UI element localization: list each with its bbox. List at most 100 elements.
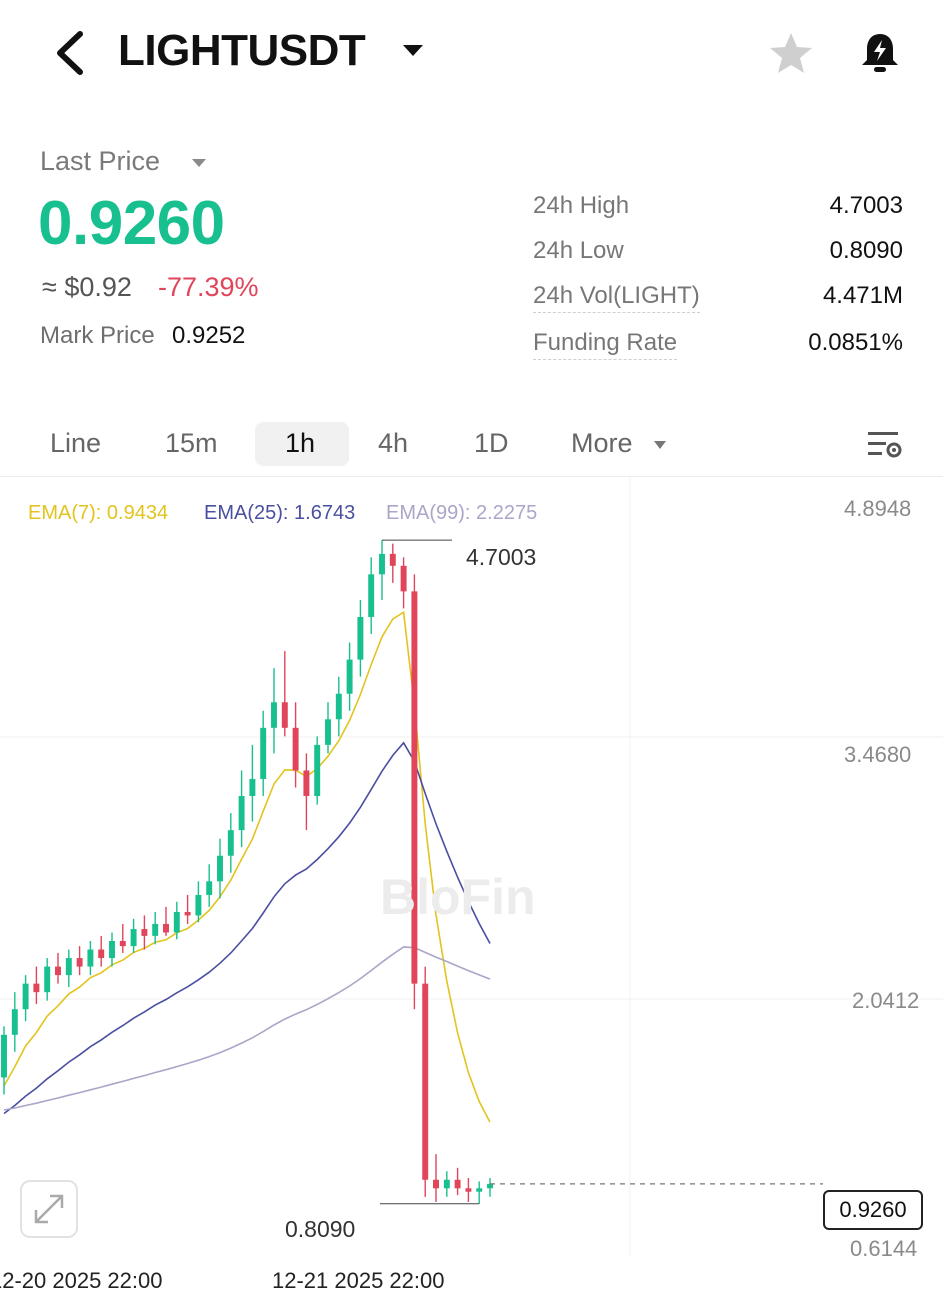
candle-body bbox=[389, 553, 396, 566]
symbol-dropdown-button[interactable] bbox=[400, 40, 426, 65]
y-axis-label: 3.4680 bbox=[844, 742, 912, 767]
last-price-label: Last Price bbox=[40, 146, 161, 176]
candle-body bbox=[55, 966, 61, 976]
candle-body bbox=[195, 894, 202, 916]
tab-divider bbox=[0, 476, 943, 477]
candle-body bbox=[33, 983, 40, 993]
stat-24h-vol-value: 4.471M bbox=[822, 282, 903, 309]
candle-body bbox=[109, 941, 115, 959]
candle-body bbox=[163, 923, 169, 933]
candle-body bbox=[44, 966, 51, 993]
candle-body bbox=[184, 912, 191, 916]
ema7-legend: EMA(7): 0.9434 bbox=[28, 502, 169, 524]
candle-body bbox=[206, 881, 213, 895]
price-type-dropdown[interactable] bbox=[190, 156, 208, 175]
x-axis-date: 12-21 2025 22:00 bbox=[272, 1268, 445, 1293]
candle-body bbox=[487, 1183, 493, 1189]
candle-body bbox=[379, 553, 385, 575]
chart-settings-icon bbox=[868, 432, 902, 458]
caret-down-icon bbox=[654, 441, 666, 449]
candle-body bbox=[314, 744, 321, 797]
mark-price-label: Mark Price bbox=[40, 322, 155, 349]
ema25-line bbox=[3, 741, 491, 1115]
y-axis-label: 0.6144 bbox=[850, 1236, 918, 1261]
stat-24h-vol-label[interactable]: 24h Vol(LIGHT) bbox=[533, 282, 700, 313]
tab-1d[interactable]: 1D bbox=[474, 428, 509, 458]
tab-15m[interactable]: 15m bbox=[165, 428, 218, 458]
low-price-marker: 0.8090 bbox=[285, 1216, 356, 1242]
caret-down-icon bbox=[192, 159, 206, 167]
alert-bell-icon bbox=[862, 34, 898, 72]
mark-price-value: 0.9252 bbox=[172, 322, 246, 349]
candle-body bbox=[292, 727, 299, 771]
chart-settings-button[interactable] bbox=[866, 428, 904, 467]
candle-body bbox=[217, 855, 223, 882]
candle-body bbox=[65, 958, 72, 976]
candle-body bbox=[98, 949, 105, 959]
stat-24h-low-label: 24h Low bbox=[533, 237, 624, 264]
chevron-down-icon bbox=[403, 45, 423, 56]
ema7-line bbox=[3, 610, 491, 1123]
candle-body bbox=[325, 719, 331, 745]
candle-body bbox=[11, 1009, 18, 1035]
candle-body bbox=[249, 778, 256, 797]
active-tab-highlight bbox=[255, 422, 349, 466]
y-axis-label: 2.0412 bbox=[852, 988, 920, 1013]
candle-body bbox=[76, 958, 83, 967]
star-icon bbox=[770, 33, 812, 73]
tab-4h[interactable]: 4h bbox=[378, 428, 409, 458]
candle-body bbox=[335, 693, 342, 720]
stat-funding-rate-label[interactable]: Funding Rate bbox=[533, 329, 678, 360]
candle-body bbox=[271, 702, 277, 728]
candle-body bbox=[422, 983, 429, 1180]
candle-body bbox=[400, 565, 407, 592]
candle-body bbox=[227, 830, 234, 856]
candle-body bbox=[443, 1179, 450, 1189]
stat-24h-high-label: 24h High bbox=[533, 192, 630, 219]
candle-body bbox=[173, 912, 180, 933]
candle-body bbox=[119, 941, 126, 947]
candle-body bbox=[260, 727, 267, 779]
tab-more[interactable]: More bbox=[571, 428, 633, 458]
ema99-line bbox=[3, 946, 491, 1111]
candle-body bbox=[141, 929, 148, 936]
candle-body bbox=[238, 796, 245, 831]
x-axis-date: 12-20 2025 22:00 bbox=[0, 1268, 163, 1293]
candlestick-chart[interactable] bbox=[0, 477, 943, 1280]
price-change-percent: -77.39% bbox=[158, 272, 259, 302]
price-alert-button[interactable] bbox=[858, 30, 902, 81]
stat-24h-low-value: 0.8090 bbox=[829, 237, 903, 264]
candle-body bbox=[465, 1188, 472, 1192]
candle-body bbox=[433, 1179, 439, 1189]
last-price-value: 0.9260 bbox=[38, 189, 225, 258]
back-arrow-icon bbox=[57, 31, 83, 75]
watermark: BloFin bbox=[380, 869, 536, 925]
ema25-legend: EMA(25): 1.6743 bbox=[204, 502, 356, 524]
candle-body bbox=[411, 591, 418, 984]
candle-body bbox=[87, 949, 94, 967]
candle-body bbox=[357, 616, 364, 660]
more-dropdown-caret[interactable] bbox=[652, 438, 668, 456]
y-axis-label: 4.8948 bbox=[844, 496, 912, 521]
high-price-marker: 4.7003 bbox=[466, 544, 537, 570]
ema99-legend: EMA(99): 2.2275 bbox=[386, 502, 538, 524]
candle-body bbox=[22, 983, 29, 1010]
candle-body bbox=[368, 574, 375, 617]
expand-icon bbox=[34, 1194, 64, 1224]
last-price-badge: 0.9260 bbox=[823, 1190, 923, 1230]
symbol-title[interactable]: LIGHTUSDT bbox=[118, 26, 366, 75]
favorite-button[interactable] bbox=[768, 30, 814, 81]
candle-body bbox=[303, 770, 310, 797]
candle-body bbox=[346, 659, 353, 694]
tab-line[interactable]: Line bbox=[50, 428, 102, 458]
tab-1h[interactable]: 1h bbox=[285, 428, 316, 458]
back-button[interactable] bbox=[50, 28, 94, 78]
candle-body bbox=[454, 1179, 461, 1189]
candle-body bbox=[152, 923, 159, 936]
fullscreen-button[interactable] bbox=[20, 1180, 78, 1238]
stat-funding-rate-value: 0.0851% bbox=[808, 329, 903, 356]
stat-24h-high-value: 4.7003 bbox=[829, 192, 903, 219]
candle-body bbox=[1, 1034, 7, 1078]
candle-body bbox=[130, 929, 137, 947]
candle-body bbox=[476, 1188, 483, 1192]
